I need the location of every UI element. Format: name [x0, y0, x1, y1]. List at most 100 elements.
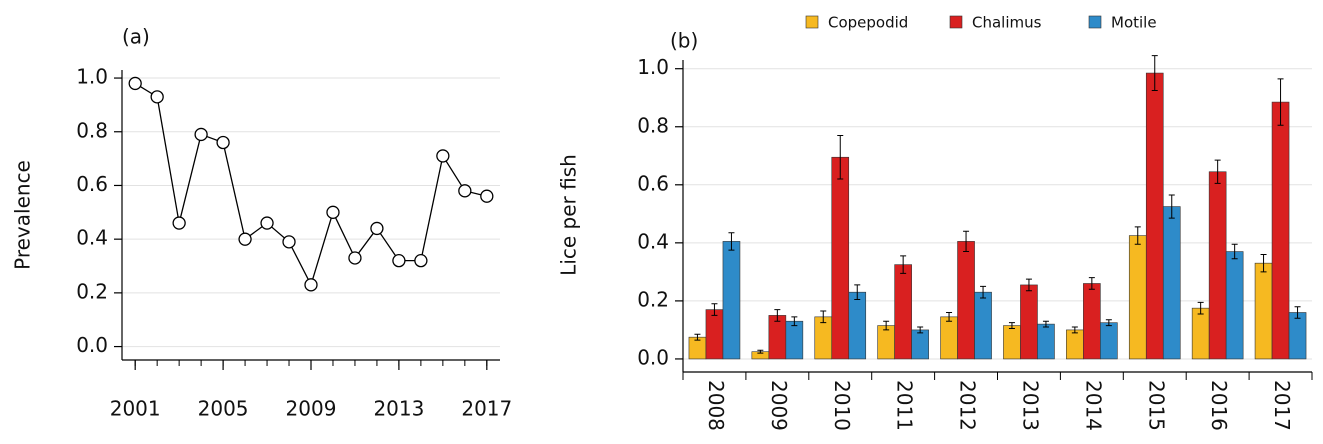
x-tick-label: 2017 [461, 397, 512, 421]
error-bar [1008, 322, 1015, 329]
data-point [128, 76, 142, 91]
bar [1271, 101, 1290, 360]
x-tick-label: 2010 [830, 380, 854, 431]
error-bar [757, 349, 764, 354]
data-point [238, 232, 252, 246]
bar [940, 316, 958, 360]
error-bar [1260, 253, 1267, 273]
panel-title: (a) [122, 25, 150, 49]
error-bar [1134, 226, 1141, 245]
y-tick-label: 1.0 [76, 65, 108, 89]
error-bar [1231, 243, 1238, 260]
x-tick-label: 2013 [373, 397, 424, 421]
bar [894, 264, 912, 360]
bar [911, 329, 929, 360]
error-bar [711, 303, 718, 316]
data-point [194, 127, 208, 142]
error-bar [1042, 320, 1049, 328]
y-tick-label: 0.4 [637, 229, 669, 253]
bar [785, 320, 804, 360]
y-tick-label: 0.8 [76, 118, 108, 142]
y-axis-label: Prevalence [11, 160, 35, 270]
data-point [414, 253, 428, 268]
error-bar [1214, 159, 1221, 184]
bar [1003, 325, 1021, 360]
error-bar [883, 320, 890, 331]
bar [1191, 307, 1210, 360]
bar [848, 291, 867, 360]
data-point [480, 189, 494, 203]
y-tick-label: 0.0 [76, 333, 108, 357]
bar [705, 309, 724, 360]
data-point [458, 184, 472, 198]
bar [1128, 235, 1147, 360]
data-point [348, 251, 362, 265]
data-point [326, 205, 340, 219]
bar [1100, 322, 1118, 360]
data-point [436, 149, 450, 163]
x-tick-label: 2015 [1144, 380, 1168, 431]
data-point [150, 90, 164, 104]
x-tick-label: 2014 [1081, 380, 1105, 431]
data-point [282, 235, 296, 249]
error-bar [980, 285, 987, 299]
error-bar [1025, 278, 1032, 292]
error-bar [774, 309, 781, 322]
y-tick-label: 0.2 [637, 287, 669, 311]
data-point [216, 135, 230, 150]
bar [1254, 262, 1273, 360]
bar [1037, 323, 1055, 360]
error-bar [791, 316, 798, 327]
error-bar [1294, 306, 1301, 319]
y-tick-label: 0.8 [637, 113, 669, 137]
error-bar [728, 232, 735, 251]
error-bar [946, 312, 953, 322]
y-tick-label: 1.0 [637, 55, 669, 79]
error-bar [820, 310, 827, 324]
bar [1083, 283, 1101, 360]
legend-label: Copepodid [828, 14, 908, 32]
error-bar [1071, 326, 1078, 334]
y-tick-label: 0.0 [637, 345, 669, 369]
bar [1162, 206, 1181, 360]
x-tick-label: 2016 [1207, 380, 1231, 431]
bar [814, 316, 833, 360]
x-tick-label: 2001 [110, 397, 161, 421]
legend-swatch [949, 15, 963, 29]
error-bar [917, 326, 924, 334]
legend-label: Chalimus [972, 14, 1042, 32]
bar [957, 241, 975, 360]
y-tick-label: 0.2 [76, 279, 108, 303]
bar [1288, 312, 1307, 360]
bar [1066, 329, 1084, 360]
x-tick-label: 2008 [704, 380, 728, 431]
bar [1020, 284, 1038, 360]
error-bar [1088, 277, 1095, 290]
legend-swatch [805, 15, 819, 29]
bar [1145, 72, 1164, 360]
x-tick-label: 2013 [1018, 380, 1042, 431]
panel-title: (b) [670, 29, 698, 53]
bar [877, 325, 895, 360]
bar [831, 156, 850, 360]
x-tick-label: 2005 [198, 397, 249, 421]
data-point [172, 216, 186, 230]
data-line [134, 82, 487, 287]
bar [974, 291, 992, 360]
x-tick-label: 2009 [767, 380, 791, 431]
x-tick-label: 2011 [893, 380, 917, 431]
error-bar [963, 230, 970, 253]
y-axis-label: Lice per fish [557, 154, 581, 276]
legend-label: Motile [1111, 14, 1157, 32]
error-bar [1197, 301, 1204, 315]
error-bar [1277, 78, 1284, 126]
error-bar [694, 333, 701, 341]
data-point [304, 278, 318, 292]
x-tick-label: 2012 [956, 380, 980, 431]
data-point [392, 253, 406, 268]
error-bar [854, 284, 861, 300]
x-tick-label: 2009 [286, 397, 337, 421]
data-point [260, 216, 274, 230]
y-tick-label: 0.6 [637, 171, 669, 195]
